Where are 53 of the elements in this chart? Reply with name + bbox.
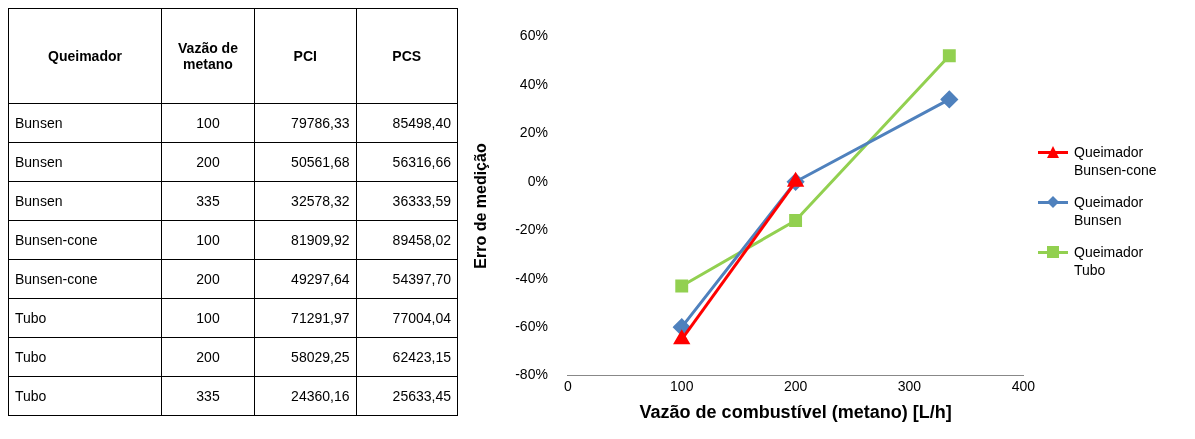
text: 100 <box>161 220 255 260</box>
category-label: PCI <box>254 8 356 104</box>
text: 58029,25 <box>254 337 356 377</box>
y-tick-label: 0% <box>527 172 548 189</box>
y-tick-label: -20% <box>515 221 548 238</box>
text: 100 <box>161 298 255 338</box>
text: Bunsen-cone <box>8 220 162 260</box>
text: Tubo <box>8 376 162 416</box>
legend-label: Queimador Bunsen-cone <box>1074 143 1158 179</box>
text: 49297,64 <box>254 259 356 299</box>
text: 335 <box>161 376 255 416</box>
text: Bunsen <box>8 181 162 221</box>
text: 24360,16 <box>254 376 356 416</box>
text: Bunsen <box>8 103 162 143</box>
y-tick-label: 60% <box>519 27 548 44</box>
text: 36333,59 <box>356 181 458 221</box>
category-label: Queimador <box>8 8 162 104</box>
text: 335 <box>161 181 255 221</box>
text: 71291,97 <box>254 298 356 338</box>
y-tick-label: 40% <box>519 75 548 92</box>
text: 32578,32 <box>254 181 356 221</box>
x-tick-label: 100 <box>670 377 694 394</box>
legend-label: Queimador Bunsen <box>1074 193 1145 229</box>
text: 81909,92 <box>254 220 356 260</box>
text: 85498,40 <box>356 103 458 143</box>
y-tick-label: 20% <box>519 124 548 141</box>
text: 79786,33 <box>254 103 356 143</box>
text: 89458,02 <box>356 220 458 260</box>
text: Bunsen <box>8 142 162 182</box>
category-label: PCS <box>356 8 458 104</box>
y-tick-label: -60% <box>515 318 548 334</box>
text: 77004,04 <box>356 298 458 338</box>
category-label: Vazão de metano <box>161 8 255 104</box>
x-tick-label: 400 <box>1011 377 1036 394</box>
x-tick-label: 200 <box>783 377 808 394</box>
y-tick-label: -80% <box>515 366 548 383</box>
text: 62423,15 <box>356 337 458 377</box>
y-axis-title: Erro de medição <box>472 143 490 269</box>
legend-label: Queimador Tubo <box>1074 243 1145 279</box>
x-tick-label: 300 <box>897 377 922 394</box>
text: 200 <box>161 142 255 182</box>
text: 56316,66 <box>356 142 458 182</box>
text: 100 <box>161 103 255 143</box>
text: Tubo <box>8 337 162 377</box>
text: 25633,45 <box>356 376 458 416</box>
text: Bunsen-cone <box>8 259 162 299</box>
text: 54397,70 <box>356 259 458 299</box>
text: 200 <box>161 259 255 299</box>
x-tick-label: 0 <box>563 377 572 394</box>
x-axis-title: Vazão de combustível (metano) [L/h] <box>639 402 952 423</box>
y-tick-label: -40% <box>515 269 548 286</box>
text: 50561,68 <box>254 142 356 182</box>
text: Tubo <box>8 298 162 338</box>
